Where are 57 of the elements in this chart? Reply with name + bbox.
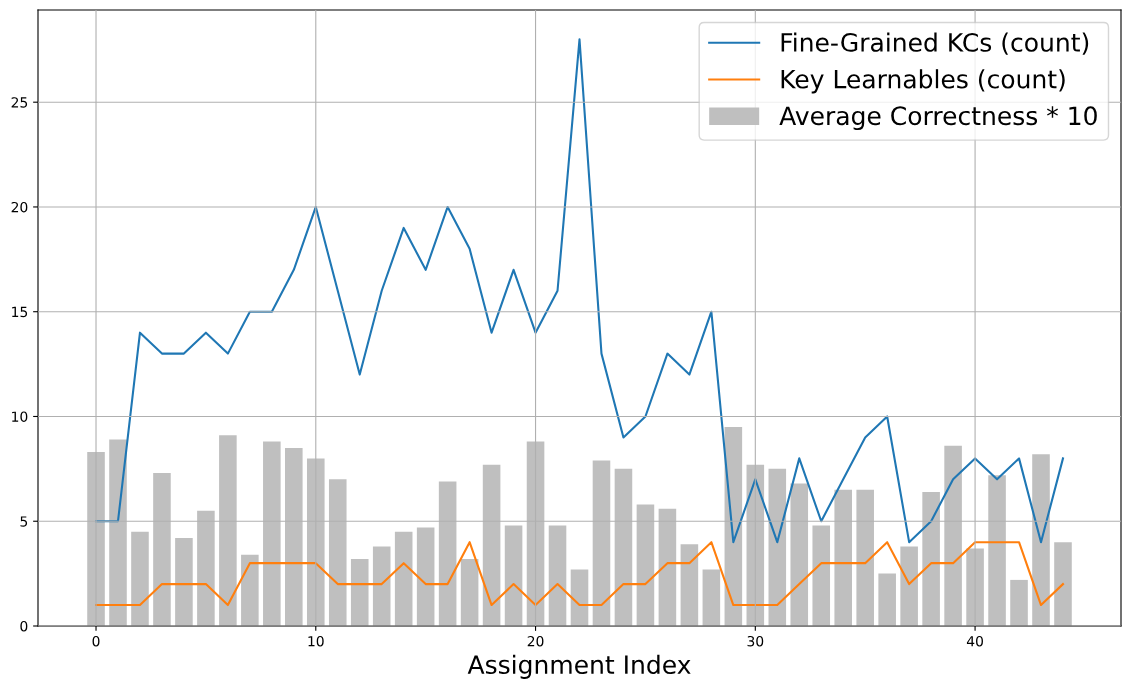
x-tick-label: 10 (308, 635, 324, 647)
bar (702, 569, 721, 626)
bar (109, 439, 127, 626)
x-tick-label: 0 (92, 635, 100, 647)
bar (263, 441, 281, 626)
bar (636, 504, 655, 626)
bar (372, 546, 391, 626)
bar (306, 458, 325, 626)
bar (328, 479, 347, 626)
bar (350, 558, 369, 626)
bar (856, 489, 874, 626)
x-tick-label: 40 (966, 635, 983, 647)
bar (878, 573, 896, 626)
bar (1010, 579, 1028, 626)
y-tick-label: 15 (12, 306, 28, 318)
bar (592, 460, 611, 626)
bar (1032, 454, 1050, 626)
y-tick-label: 0 (20, 620, 28, 632)
y-tick-label: 25 (11, 97, 28, 108)
bar (482, 464, 501, 626)
bar (944, 445, 962, 626)
line-series (94, 541, 1065, 607)
bar (900, 546, 918, 626)
bar (922, 491, 940, 626)
legend-label: Average Correctness * 10 (779, 106, 1097, 131)
bar (988, 475, 1006, 626)
bar (680, 544, 699, 626)
bar (175, 538, 193, 626)
legend-label: Fine-Grained KCs (count) (781, 32, 1089, 55)
x-axis-title: Assignment Index (467, 654, 691, 679)
y-tick-label: 10 (12, 411, 28, 422)
bar (834, 489, 853, 626)
bar (658, 508, 677, 626)
bar (768, 468, 787, 626)
bar (614, 468, 633, 626)
bar (153, 473, 171, 626)
y-tick-label: 5 (20, 516, 28, 527)
bar (1054, 542, 1072, 626)
y-tick-label: 20 (11, 201, 28, 213)
bar (548, 525, 567, 626)
bar (131, 531, 149, 626)
bar (504, 525, 523, 626)
bar (219, 435, 237, 626)
bar (416, 527, 435, 626)
bar (394, 531, 413, 626)
bar (285, 447, 303, 626)
bar (790, 483, 809, 626)
bar (197, 510, 215, 626)
bar (460, 558, 479, 626)
legend-label: Key Learnables (count) (781, 69, 1065, 94)
bar (570, 569, 589, 626)
bar (812, 525, 831, 626)
bar (241, 554, 259, 626)
x-tick-label: 30 (747, 635, 764, 647)
bar (438, 481, 457, 626)
bar (966, 548, 984, 626)
x-tick-label: 20 (527, 635, 544, 647)
